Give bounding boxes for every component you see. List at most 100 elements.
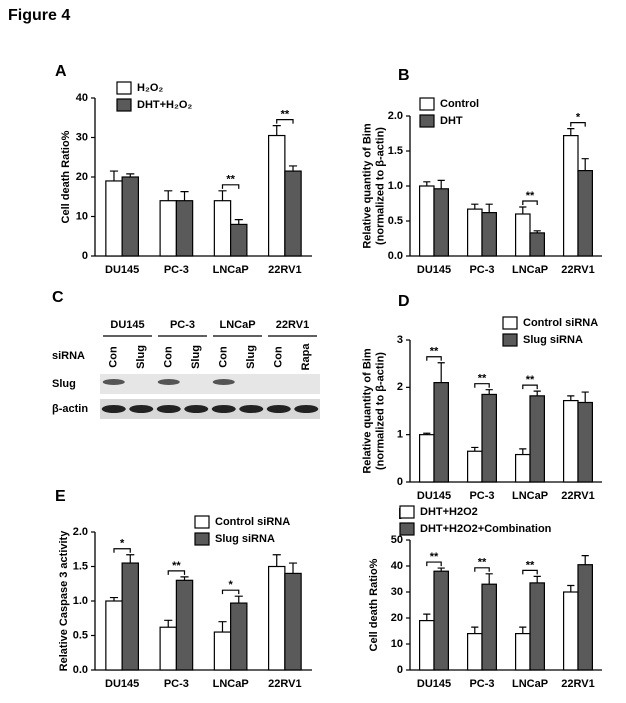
legend-swatch	[116, 81, 132, 95]
error-bar	[581, 158, 589, 171]
y-axis-label: (normalized to β-actin)	[374, 127, 386, 245]
x-tick-label: LNCaP	[213, 678, 249, 690]
error-bar	[272, 125, 281, 136]
y-tick-label: 10	[76, 210, 88, 222]
legend-label: DHT+H2O2	[420, 506, 478, 518]
x-tick-label: 22RV1	[268, 678, 301, 690]
significance-label: **	[526, 374, 535, 386]
error-bar	[533, 230, 541, 233]
blot-strip	[100, 399, 320, 419]
legend-label: DHT+H₂O₂	[137, 99, 192, 111]
x-tick-label: 22RV1	[268, 264, 301, 276]
y-tick-label: 30	[76, 131, 88, 143]
error-bar	[218, 621, 227, 633]
error-bar	[485, 573, 493, 585]
error-bar	[126, 554, 135, 564]
row-header: siRNA	[52, 350, 85, 362]
cell-line-label: 22RV1	[276, 319, 309, 331]
y-tick-label: 10	[391, 638, 403, 650]
error-bar	[567, 584, 575, 592]
lane-label: Slug	[190, 345, 202, 369]
bar	[467, 450, 483, 483]
legend-label: Slug siRNA	[523, 334, 583, 346]
bar	[577, 401, 593, 483]
error-bar	[437, 567, 445, 572]
significance-label: *	[120, 538, 125, 550]
significance-bracket	[113, 548, 131, 553]
x-tick-label: DU145	[417, 264, 451, 276]
x-tick-label: PC-3	[469, 490, 494, 502]
legend-label: Slug siRNA	[215, 533, 275, 545]
y-axis-label: Relative Caspase 3 activity	[58, 530, 70, 672]
bar	[230, 602, 248, 671]
significance-bracket	[276, 119, 294, 124]
y-tick-label: 0	[82, 250, 88, 262]
legend-swatch	[502, 316, 518, 330]
bar	[105, 180, 123, 257]
error-bar	[567, 395, 575, 401]
error-bar	[437, 362, 445, 383]
y-tick-label: 30	[391, 586, 403, 598]
significance-label: **	[478, 373, 487, 385]
y-axis-label: (normalized to β-actin)	[374, 352, 386, 470]
bar	[268, 565, 286, 671]
error-bar	[164, 190, 173, 201]
bar	[284, 170, 302, 257]
x-tick-label: PC-3	[164, 264, 189, 276]
panel-letter: E	[55, 488, 66, 505]
cell-line-label: LNCaP	[219, 319, 255, 331]
legend-label: DHT	[440, 115, 463, 127]
x-tick-label: 22RV1	[561, 264, 594, 276]
error-bar	[533, 390, 541, 396]
legend-swatch	[116, 98, 132, 112]
y-tick-label: 0.5	[73, 629, 88, 641]
error-bar	[126, 173, 135, 177]
legend-swatch	[194, 532, 210, 546]
error-bar	[423, 432, 431, 435]
x-tick-label: LNCaP	[213, 264, 249, 276]
significance-label: **	[526, 559, 535, 571]
lane-label: Con	[163, 346, 175, 368]
cell-line-label: DU145	[110, 319, 144, 331]
x-tick-label: DU145	[417, 490, 451, 502]
significance-label: **	[281, 109, 290, 121]
blot-strip	[100, 374, 320, 394]
error-bar	[581, 555, 589, 565]
actin-band	[294, 405, 319, 413]
error-bar	[567, 128, 575, 136]
bar	[105, 600, 123, 671]
bar	[529, 582, 545, 671]
significance-label: *	[228, 579, 233, 591]
bar	[481, 393, 497, 483]
bar	[481, 583, 497, 671]
bar	[577, 564, 593, 671]
bar	[481, 212, 497, 257]
bar	[419, 185, 435, 257]
row-label: Slug	[52, 378, 76, 390]
bar	[433, 382, 449, 483]
bar	[514, 453, 531, 483]
slug-band	[212, 379, 235, 385]
legend-swatch	[194, 515, 210, 529]
bar	[562, 135, 579, 257]
bar	[562, 591, 579, 671]
x-tick-label: 22RV1	[561, 490, 594, 502]
error-bar	[533, 575, 541, 583]
error-bar	[519, 206, 527, 214]
y-tick-label: 20	[76, 171, 88, 183]
y-tick-label: 0.0	[388, 250, 403, 262]
significance-bracket	[522, 384, 538, 390]
y-tick-label: 40	[76, 92, 88, 104]
error-bar	[164, 619, 173, 628]
legend-swatch	[419, 114, 435, 128]
bar	[284, 572, 302, 671]
error-bar	[109, 170, 119, 181]
panel-letter: C	[52, 289, 64, 306]
x-tick-label: LNCaP	[512, 678, 548, 690]
x-tick-label: LNCaP	[512, 264, 548, 276]
y-tick-label: 1.0	[388, 180, 403, 192]
error-bar	[288, 165, 298, 172]
significance-bracket	[474, 383, 490, 388]
x-tick-label: 22RV1	[561, 678, 594, 690]
